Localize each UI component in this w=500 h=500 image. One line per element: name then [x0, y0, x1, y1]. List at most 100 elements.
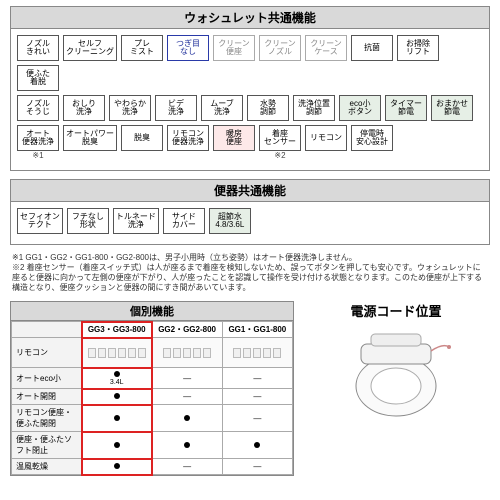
- chip-note: ※1: [32, 151, 43, 160]
- feature-chip: クリーン便座: [213, 35, 255, 61]
- chip-line2: テクト: [28, 221, 52, 229]
- row-header: リモコン便座・便ふた開閉: [12, 405, 82, 432]
- feature-chip: おまかせ節電: [431, 95, 473, 121]
- feature-chip: お掃除リフト: [397, 35, 439, 61]
- chip-line2: 安心設計: [356, 138, 388, 146]
- dot-icon: [184, 442, 190, 448]
- feature-chip: 停電時安心設計: [351, 125, 393, 151]
- footnote-1: ※1 GG1・GG2・GG1-800・GG2-800は、男子小用時（立ち姿勢）は…: [12, 253, 488, 263]
- feature-chip: オートパワー脱臭: [63, 125, 117, 151]
- feature-chip: 暖房便座: [213, 125, 255, 151]
- toilet-common-panel: 便器共通機能 セフィオンテクトフチなし形状トルネード洗浄サイドカバー超節水4.8…: [10, 179, 490, 245]
- feature-chip: セフィオンテクト: [17, 208, 63, 234]
- washlet-common-panel: ウォシュレット共通機能 ノズルきれいセルフクリーニングプレミストつぎ目なしクリー…: [10, 6, 490, 171]
- remote-image-cell: [82, 338, 152, 368]
- col-header: GG1・GG1-800: [222, 322, 292, 338]
- chip-line2: そうじ: [26, 108, 50, 116]
- feature-cell: [82, 405, 152, 432]
- dot-icon: [184, 415, 190, 421]
- chip-line2: 便器洗浄: [172, 138, 204, 146]
- feature-chip: つぎ目なし: [167, 35, 209, 61]
- row-header: 温風乾燥: [12, 459, 82, 475]
- col-header: GG3・GG3-800: [82, 322, 152, 338]
- chip-line2: 洗浄: [214, 108, 230, 116]
- chip-line2: 節電: [398, 108, 414, 116]
- toilet-chip-grid: セフィオンテクトフチなし形状トルネード洗浄サイドカバー超節水4.8/3.6L: [11, 202, 489, 244]
- feature-chip: ビデ洗浄: [155, 95, 197, 121]
- col-header: GG2・GG2-800: [152, 322, 222, 338]
- chip-line2: クリーニング: [66, 48, 114, 56]
- dot-icon: [254, 442, 260, 448]
- row-header: リモコン: [12, 338, 82, 368]
- dot-icon: [114, 442, 120, 448]
- chip-line1: リモコン: [310, 134, 342, 142]
- feature-chip: クリーンケース: [305, 35, 347, 61]
- chip-line2: 着脱: [30, 78, 46, 86]
- individual-features-table: GG3・GG3-800GG2・GG2-800GG1・GG1-800リモコンオート…: [11, 321, 293, 475]
- feature-cell: —: [222, 368, 292, 389]
- chip-line2: 調節: [306, 108, 322, 116]
- footnotes: ※1 GG1・GG2・GG1-800・GG2-800は、男子小用時（立ち姿勢）は…: [12, 253, 488, 293]
- feature-cell: 3.4L: [82, 368, 152, 389]
- feature-chip: クリーンノズル: [259, 35, 301, 61]
- feature-cell: —: [152, 389, 222, 405]
- feature-chip: 超節水4.8/3.6L: [209, 208, 251, 234]
- chip-line2: 洗浄: [122, 108, 138, 116]
- feature-chip: 着座センサー: [259, 125, 301, 151]
- feature-chip: 抗菌: [351, 35, 393, 61]
- chip-line2: リフト: [406, 48, 430, 56]
- feature-cell: —: [222, 389, 292, 405]
- chip-line2: カバー: [172, 221, 196, 229]
- feature-chip: サイドカバー: [163, 208, 205, 234]
- chip-line2: 洗浄: [76, 108, 92, 116]
- remote-image-cell: [152, 338, 222, 368]
- chip-line2: 4.8/3.6L: [215, 221, 244, 229]
- chip-line2: センサー: [264, 138, 296, 146]
- dot-icon: [114, 463, 120, 469]
- chip-line2: なし: [180, 48, 196, 56]
- feature-cell: —: [222, 405, 292, 432]
- footnote-2: ※2 着座センサー（着座スイッチ式）は人が座るまで着座を検知しないため、誤ってボ…: [12, 263, 488, 293]
- chip-line2: 洗浄: [128, 221, 144, 229]
- feature-cell: [82, 459, 152, 475]
- feature-chip: タイマー節電: [385, 95, 427, 121]
- cord-position-panel: 電源コード位置: [302, 301, 490, 476]
- feature-chip: おしり洗浄: [63, 95, 105, 121]
- chip-line2: 形状: [80, 221, 96, 229]
- feature-chip: フチなし形状: [67, 208, 109, 234]
- washlet-chip-grid: ノズルきれいセルフクリーニングプレミストつぎ目なしクリーン便座クリーンノズルクリ…: [11, 29, 489, 170]
- feature-chip: 便ふた着脱: [17, 65, 59, 91]
- dot-icon: [114, 415, 120, 421]
- chip-line2: 洗浄: [168, 108, 184, 116]
- row-header: 便座・便ふたソフト閉止: [12, 432, 82, 459]
- individual-features-title: 個別機能: [11, 302, 293, 321]
- feature-chip: ノズルそうじ: [17, 95, 59, 121]
- feature-cell: [152, 405, 222, 432]
- chip-line2: 脱臭: [82, 138, 98, 146]
- chip-line2: きれい: [26, 48, 50, 56]
- feature-chip: 脱臭: [121, 125, 163, 151]
- feature-chip: ノズルきれい: [17, 35, 59, 61]
- feature-cell: [82, 389, 152, 405]
- chip-line2: 便器洗浄: [22, 138, 54, 146]
- feature-chip: プレミスト: [121, 35, 163, 61]
- chip-line2: 便座: [226, 138, 242, 146]
- feature-chip: ムーブ洗浄: [201, 95, 243, 121]
- toilet-common-title: 便器共通機能: [11, 180, 489, 202]
- dot-icon: [114, 371, 120, 377]
- feature-cell: —: [152, 368, 222, 389]
- chip-line2: ボタン: [348, 108, 372, 116]
- feature-chip: オート便器洗浄: [17, 125, 59, 151]
- feature-chip: 洗浄位置調節: [293, 95, 335, 121]
- feature-cell: [222, 432, 292, 459]
- chip-line2: 節電: [444, 108, 460, 116]
- feature-chip: リモコン: [305, 125, 347, 151]
- chip-line1: 抗菌: [364, 44, 380, 52]
- toilet-diagram: [336, 326, 456, 426]
- feature-chip: リモコン便器洗浄: [167, 125, 209, 151]
- dot-icon: [114, 393, 120, 399]
- feature-chip: セルフクリーニング: [63, 35, 117, 61]
- feature-cell: —: [152, 459, 222, 475]
- feature-cell: [82, 432, 152, 459]
- chip-line2: ノズル: [268, 48, 292, 56]
